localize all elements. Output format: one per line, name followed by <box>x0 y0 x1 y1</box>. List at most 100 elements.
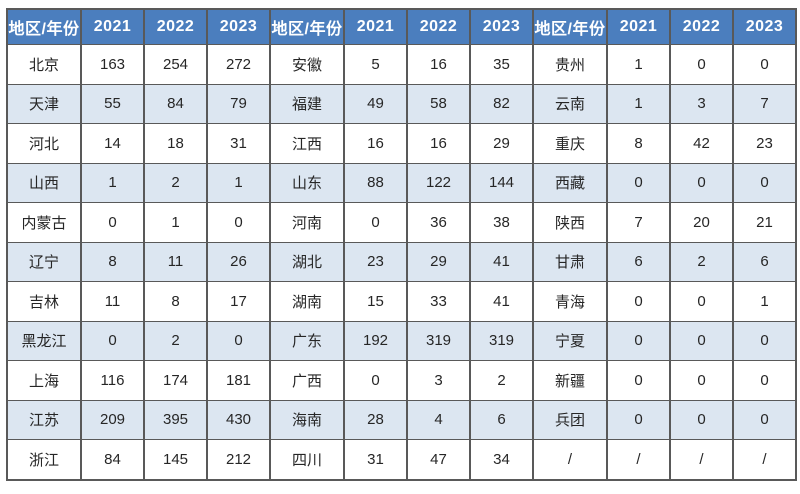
region-cell: 新疆 <box>532 360 608 401</box>
value-cell: 192 <box>343 320 408 361</box>
value-cell: 84 <box>143 83 208 124</box>
value-cell: 3 <box>406 360 471 401</box>
region-cell: 山东 <box>269 162 345 203</box>
region-cell: 江苏 <box>6 399 82 440</box>
value-cell: 8 <box>143 281 208 322</box>
value-cell: 7 <box>732 83 797 124</box>
value-cell: 272 <box>206 44 271 85</box>
region-cell: 陕西 <box>532 202 608 243</box>
column-header-year: 2021 <box>606 8 671 45</box>
region-cell: 重庆 <box>532 123 608 164</box>
value-cell: 2 <box>143 320 208 361</box>
value-cell: 42 <box>669 123 734 164</box>
value-cell: 14 <box>80 123 145 164</box>
region-cell: 江西 <box>269 123 345 164</box>
value-cell: 1 <box>206 162 271 203</box>
value-cell: 23 <box>732 123 797 164</box>
value-cell: 163 <box>80 44 145 85</box>
region-cell: 安徽 <box>269 44 345 85</box>
value-cell: 33 <box>406 281 471 322</box>
region-cell: 广西 <box>269 360 345 401</box>
value-cell: 0 <box>669 162 734 203</box>
value-cell: / <box>732 439 797 480</box>
region-cell: 甘肃 <box>532 241 608 282</box>
column-header-year: 2022 <box>669 8 734 45</box>
value-cell: 0 <box>732 360 797 401</box>
value-cell: 0 <box>669 281 734 322</box>
region-cell: 西藏 <box>532 162 608 203</box>
value-cell: 41 <box>469 281 534 322</box>
value-cell: 84 <box>80 439 145 480</box>
value-cell: 0 <box>606 162 671 203</box>
column-header-year: 2023 <box>206 8 271 45</box>
region-cell: 兵团 <box>532 399 608 440</box>
value-cell: 5 <box>343 44 408 85</box>
value-cell: 0 <box>732 399 797 440</box>
column-header-region-year: 地区/年份 <box>269 8 345 45</box>
value-cell: 3 <box>669 83 734 124</box>
value-cell: 1 <box>606 44 671 85</box>
region-cell: 天津 <box>6 83 82 124</box>
value-cell: 144 <box>469 162 534 203</box>
value-cell: 0 <box>343 202 408 243</box>
value-cell: 0 <box>669 44 734 85</box>
value-cell: 174 <box>143 360 208 401</box>
value-cell: 1 <box>143 202 208 243</box>
value-cell: 0 <box>606 360 671 401</box>
value-cell: 0 <box>606 320 671 361</box>
table-row: 天津 55 84 79 福建 49 58 82 云南 1 3 7 <box>6 83 797 124</box>
value-cell: 1 <box>606 83 671 124</box>
column-header-year: 2021 <box>343 8 408 45</box>
table-row: 浙江 84 145 212 四川 31 47 34// / / <box>6 439 797 480</box>
value-cell: 116 <box>80 360 145 401</box>
value-cell: 47 <box>406 439 471 480</box>
table-header-row: 地区/年份 2021 2022 2023 地区/年份 2021 2022 2023 地区/年份 2… <box>6 8 797 45</box>
region-cell: 辽宁 <box>6 241 82 282</box>
value-cell: 34 <box>469 439 534 480</box>
value-cell: 18 <box>143 123 208 164</box>
value-cell: 8 <box>80 241 145 282</box>
value-cell: 254 <box>143 44 208 85</box>
value-cell: 35 <box>469 44 534 85</box>
value-cell: 16 <box>343 123 408 164</box>
value-cell: 212 <box>206 439 271 480</box>
value-cell: / <box>669 439 734 480</box>
column-header-year: 2022 <box>143 8 208 45</box>
value-cell: 1 <box>80 162 145 203</box>
region-year-table: 地区/年份 2021 2022 2023 地区/年份 2021 2022 2023 地区/年份 2… <box>6 8 797 481</box>
table-row: 黑龙江 0 2 0 广东 192 319 319 宁夏 0 0 0 <box>6 320 797 361</box>
table-row: 河北 14 18 31 江西 16 16 29 重庆 8 42 23 <box>6 123 797 164</box>
column-header-year: 2021 <box>80 8 145 45</box>
region-cell: 海南 <box>269 399 345 440</box>
value-cell: 6 <box>606 241 671 282</box>
table-row: 吉林 11 8 17 湖南 15 33 41 青海 0 0 1 <box>6 281 797 322</box>
value-cell: 0 <box>206 320 271 361</box>
value-cell: 7 <box>606 202 671 243</box>
column-header-region-year: 地区/年份 <box>6 8 82 45</box>
value-cell: 29 <box>469 123 534 164</box>
table-row: 上海 116 174 181 广西 0 3 2 新疆 0 0 0 <box>6 360 797 401</box>
region-cell: 湖北 <box>269 241 345 282</box>
region-cell: 宁夏 <box>532 320 608 361</box>
value-cell: 0 <box>669 360 734 401</box>
value-cell: 319 <box>406 320 471 361</box>
value-cell: 6 <box>469 399 534 440</box>
value-cell: 88 <box>343 162 408 203</box>
region-cell: 浙江 <box>6 439 82 480</box>
value-cell: 41 <box>469 241 534 282</box>
value-cell: 8 <box>606 123 671 164</box>
value-cell: 31 <box>343 439 408 480</box>
region-cell: 河南 <box>269 202 345 243</box>
region-cell: 福建 <box>269 83 345 124</box>
value-cell: 209 <box>80 399 145 440</box>
table-row: 江苏 209 395 430 海南 28 4 6 兵团 0 0 0 <box>6 399 797 440</box>
value-cell: 122 <box>406 162 471 203</box>
value-cell: 31 <box>206 123 271 164</box>
region-cell: 黑龙江 <box>6 320 82 361</box>
region-cell: 贵州 <box>532 44 608 85</box>
value-cell: 82 <box>469 83 534 124</box>
value-cell: / <box>606 439 671 480</box>
region-cell: 湖南 <box>269 281 345 322</box>
value-cell: 58 <box>406 83 471 124</box>
column-header-year: 2023 <box>732 8 797 45</box>
